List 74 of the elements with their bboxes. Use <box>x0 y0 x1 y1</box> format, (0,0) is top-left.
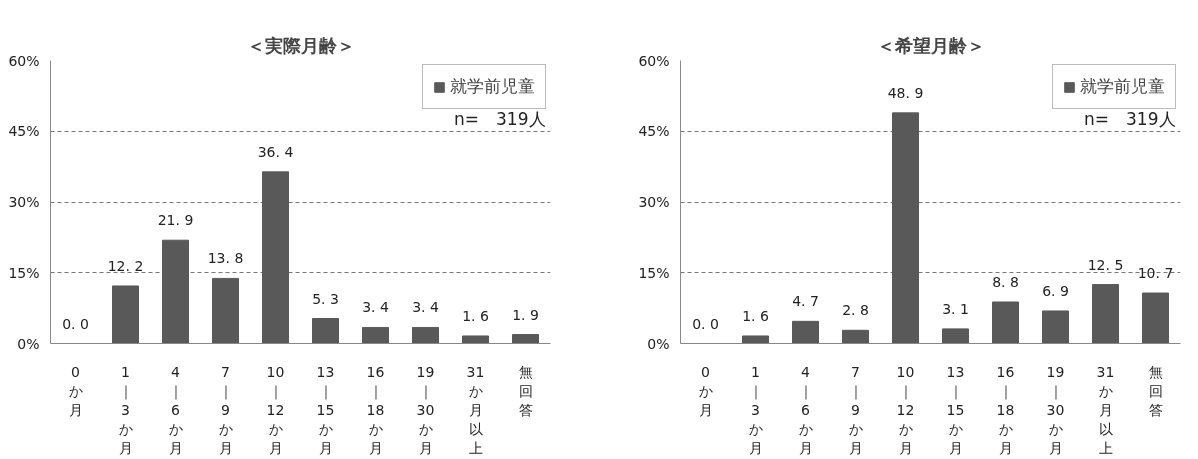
chart-title: ＜実際月齢＞ <box>246 34 355 56</box>
x-tick-label: 31か月以上 <box>466 363 485 457</box>
text: 3. 4 <box>412 299 439 316</box>
x-tick-label: 1｜3か月 <box>118 363 133 457</box>
y-tick-label: 30% <box>638 194 670 210</box>
annotation: n= 319人 <box>1084 108 1176 129</box>
bar <box>512 334 539 344</box>
bar <box>1092 284 1119 344</box>
text: 48. 9 <box>887 84 924 101</box>
y-tick-label: 60% <box>8 52 40 69</box>
text: 36. 4 <box>257 143 294 160</box>
bar <box>462 335 489 344</box>
text: 1. 9 <box>512 306 539 323</box>
bar <box>1042 310 1069 344</box>
chart-title: ＜希望月齢＞ <box>876 34 985 56</box>
y-tick-label: 45% <box>8 123 40 140</box>
bar <box>412 326 439 344</box>
text: 1. 6 <box>462 307 489 324</box>
text: 13. 8 <box>207 250 244 267</box>
text: 0. 0 <box>692 315 719 332</box>
text: 6. 9 <box>1042 282 1069 299</box>
legend-label: 就学前児童 <box>1080 75 1165 98</box>
y-tick-label: 15% <box>638 264 670 281</box>
bar <box>362 326 389 344</box>
x-tick-label: 10｜12か月 <box>266 363 285 457</box>
text: 3. 1 <box>942 300 969 317</box>
text: 2. 8 <box>842 302 869 319</box>
x-tick-label: 16｜18か月 <box>366 363 385 457</box>
x-tick-label: 13｜15か月 <box>946 363 965 457</box>
annotation: n= 319人 <box>454 108 546 129</box>
bar <box>312 318 339 344</box>
bar <box>942 328 969 344</box>
bar <box>162 239 189 344</box>
x-tick-label: 19｜30か月 <box>1046 363 1065 457</box>
x-tick-label: 7｜9か月 <box>848 363 863 457</box>
text: 10. 7 <box>1137 265 1174 282</box>
y-tick-label: 30% <box>8 194 40 210</box>
x-tick-label: 7｜9か月 <box>218 363 233 457</box>
x-tick-label: 無回答 <box>518 363 533 418</box>
text: 12. 5 <box>1087 256 1124 273</box>
text: 3. 4 <box>362 299 389 316</box>
bar <box>992 301 1019 344</box>
y-tick-label: 45% <box>638 123 670 140</box>
text: 5. 3 <box>312 290 339 307</box>
x-tick-label: 31か月以上 <box>1096 363 1115 457</box>
text: 1. 6 <box>742 307 769 324</box>
y-tick-label: 60% <box>638 52 670 69</box>
x-tick-label: 10｜12か月 <box>896 363 915 457</box>
y-tick-label: 15% <box>8 264 40 281</box>
x-tick-label: 0か月 <box>68 363 83 418</box>
text: 8. 8 <box>992 273 1019 290</box>
bar <box>262 171 289 344</box>
x-tick-label: 無回答 <box>1148 363 1163 418</box>
bar <box>1142 292 1169 344</box>
y-tick-label: 0% <box>17 335 40 352</box>
y-tick-label: 0% <box>647 335 670 352</box>
bar <box>112 285 139 344</box>
x-tick-label: 19｜30か月 <box>416 363 435 457</box>
bar <box>212 277 239 344</box>
x-tick-label: 13｜15か月 <box>316 363 335 457</box>
legend-label: 就学前児童 <box>450 75 535 98</box>
x-tick-label: 4｜6か月 <box>168 363 183 457</box>
x-tick-label: 0か月 <box>698 363 713 418</box>
text: 12. 2 <box>107 257 144 274</box>
bar <box>792 320 819 344</box>
text: 0. 0 <box>62 315 89 332</box>
bar <box>892 112 919 344</box>
bar <box>742 335 769 344</box>
x-tick-label: 16｜18か月 <box>996 363 1015 457</box>
text: 21. 9 <box>157 212 194 229</box>
text: 4. 7 <box>792 293 819 310</box>
bar <box>842 329 869 344</box>
x-tick-label: 4｜6か月 <box>798 363 813 457</box>
x-tick-label: 1｜3か月 <box>748 363 763 457</box>
